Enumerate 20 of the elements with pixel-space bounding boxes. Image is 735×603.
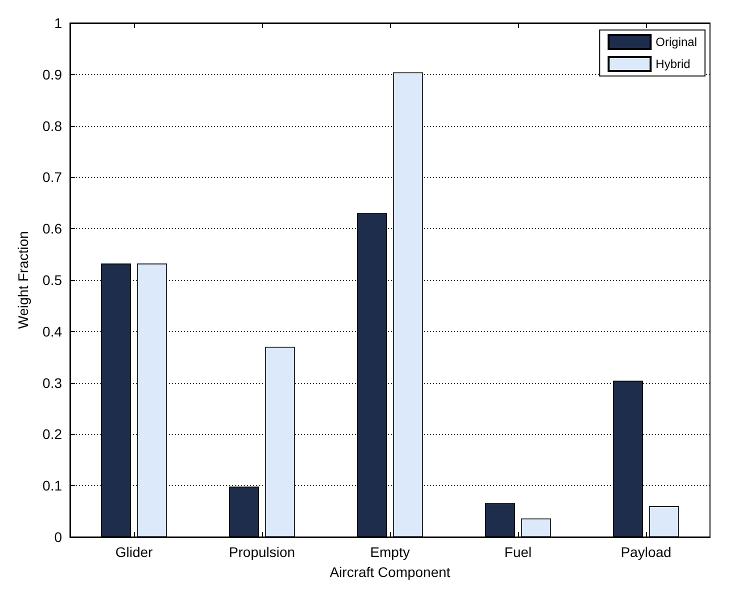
y-tick-label: 1 bbox=[54, 15, 62, 31]
y-axis-title: Weight Fraction bbox=[15, 231, 31, 329]
y-tick-label: 0.7 bbox=[42, 169, 62, 186]
x-tick-label: Empty bbox=[370, 544, 410, 560]
x-tick-label: Glider bbox=[115, 544, 154, 560]
x-tick-label: Fuel bbox=[504, 544, 532, 560]
y-tick-label: 0.8 bbox=[42, 118, 62, 134]
y-tick-label: 0 bbox=[54, 529, 62, 545]
y-tick-label: 0.5 bbox=[42, 272, 62, 288]
x-tick-label: Propulsion bbox=[228, 544, 296, 560]
y-tick-label: 0.2 bbox=[42, 426, 62, 442]
y-tick-label: 0.3 bbox=[42, 374, 62, 391]
y-tick-label: 0.6 bbox=[42, 220, 62, 237]
x-axis-title: Aircraft Component bbox=[330, 564, 450, 580]
y-tick-label: 0.1 bbox=[42, 478, 62, 494]
legend-label: Hybrid bbox=[656, 57, 690, 71]
y-tick-label: 0.4 bbox=[42, 323, 62, 340]
y-tick-label: 0.9 bbox=[42, 66, 62, 82]
x-tick-label: Payload bbox=[620, 544, 672, 560]
legend-label: Original bbox=[656, 35, 698, 49]
